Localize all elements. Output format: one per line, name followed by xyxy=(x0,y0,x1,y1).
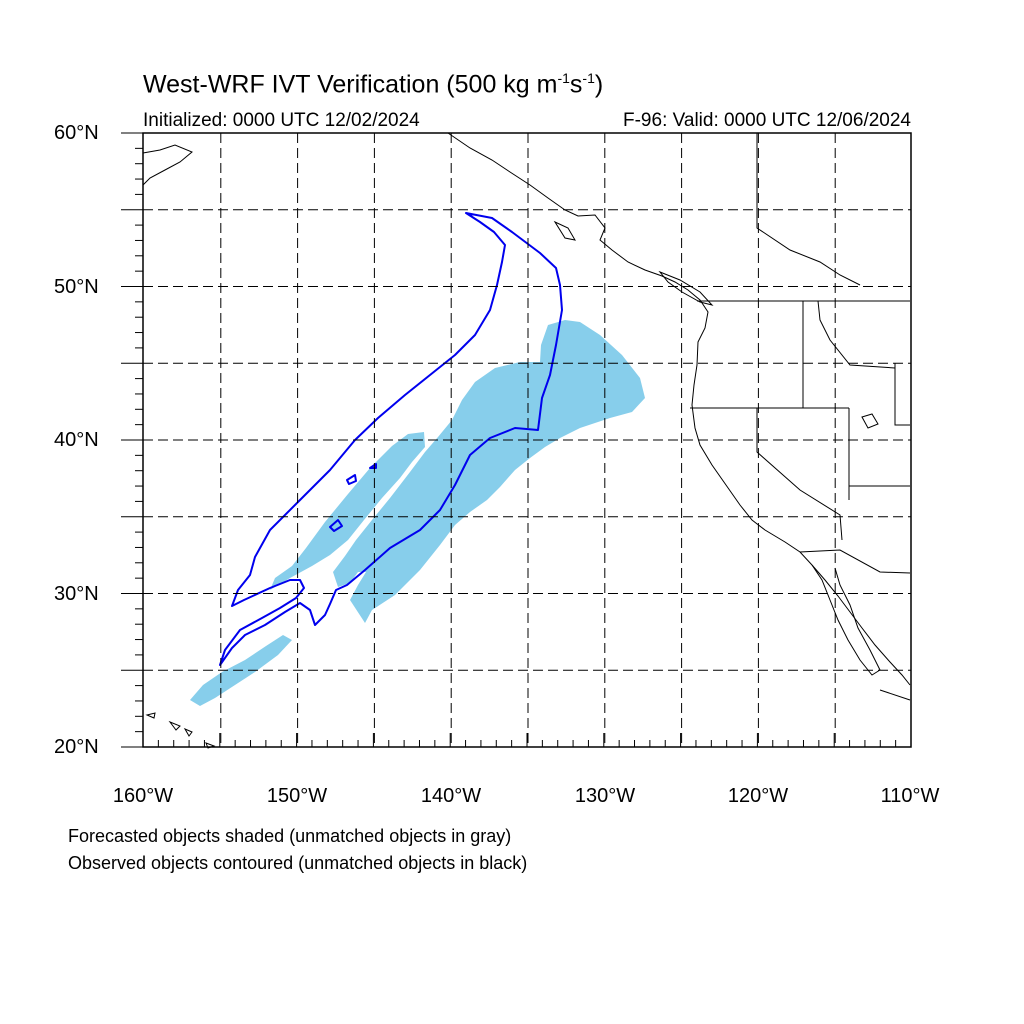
valid-time: F-96: Valid: 0000 UTC 12/06/2024 xyxy=(623,110,911,131)
border-state-id-mt xyxy=(817,300,896,369)
lon-label-140w: 140°W xyxy=(420,785,482,807)
coastline-haida-gwaii xyxy=(553,220,576,241)
coastline-north-america xyxy=(447,132,911,686)
coastlines xyxy=(142,132,911,749)
lon-label-150w: 150°W xyxy=(266,785,328,807)
lat-lon-grid xyxy=(143,133,911,747)
lon-label-130w: 130°W xyxy=(574,785,636,807)
observed-object-main xyxy=(219,212,563,666)
lon-label-120w: 120°W xyxy=(727,785,789,807)
lon-label-160w: 160°W xyxy=(112,785,174,807)
border-state-ut-wy xyxy=(894,363,910,426)
coastline-hawaii-3 xyxy=(183,727,193,737)
coastline-hawaii-2 xyxy=(168,720,181,731)
border-alaska-canada xyxy=(756,133,861,286)
note-observed: Observed objects contoured (unmatched ob… xyxy=(68,853,528,873)
chart-title: West-WRF IVT Verification (500 kg m-1s-1… xyxy=(143,70,604,99)
observed-object-small-2 xyxy=(346,474,357,485)
observed-object-small-1 xyxy=(329,519,343,532)
forecast-object-main xyxy=(333,320,645,623)
forecast-object-west xyxy=(270,432,425,590)
coastline-mexico-south xyxy=(879,689,911,701)
lat-label-60n: 60°N xyxy=(54,122,99,144)
border-state-ca-nv xyxy=(756,408,843,541)
lat-label-20n: 20°N xyxy=(54,736,99,758)
observed-objects xyxy=(219,212,563,666)
map-frame xyxy=(142,132,912,748)
lat-label-50n: 50°N xyxy=(54,276,99,298)
coastline-vancouver-island xyxy=(658,270,714,306)
coastline-hawaii-1 xyxy=(145,712,156,719)
note-forecast: Forecasted objects shaded (unmatched obj… xyxy=(68,826,512,846)
lat-label-40n: 40°N xyxy=(54,429,99,451)
lon-label-110w: 110°W xyxy=(880,785,940,807)
coastline-baja xyxy=(811,564,881,676)
coastline-alaska xyxy=(142,144,193,186)
border-us-mexico xyxy=(799,549,911,574)
forecast-objects xyxy=(190,320,645,706)
observed-object-small-3 xyxy=(369,463,377,469)
lat-label-30n: 30°N xyxy=(54,583,99,605)
init-time: Initialized: 0000 UTC 12/02/2024 xyxy=(143,110,420,131)
coastline-great-salt-lake xyxy=(861,413,879,429)
